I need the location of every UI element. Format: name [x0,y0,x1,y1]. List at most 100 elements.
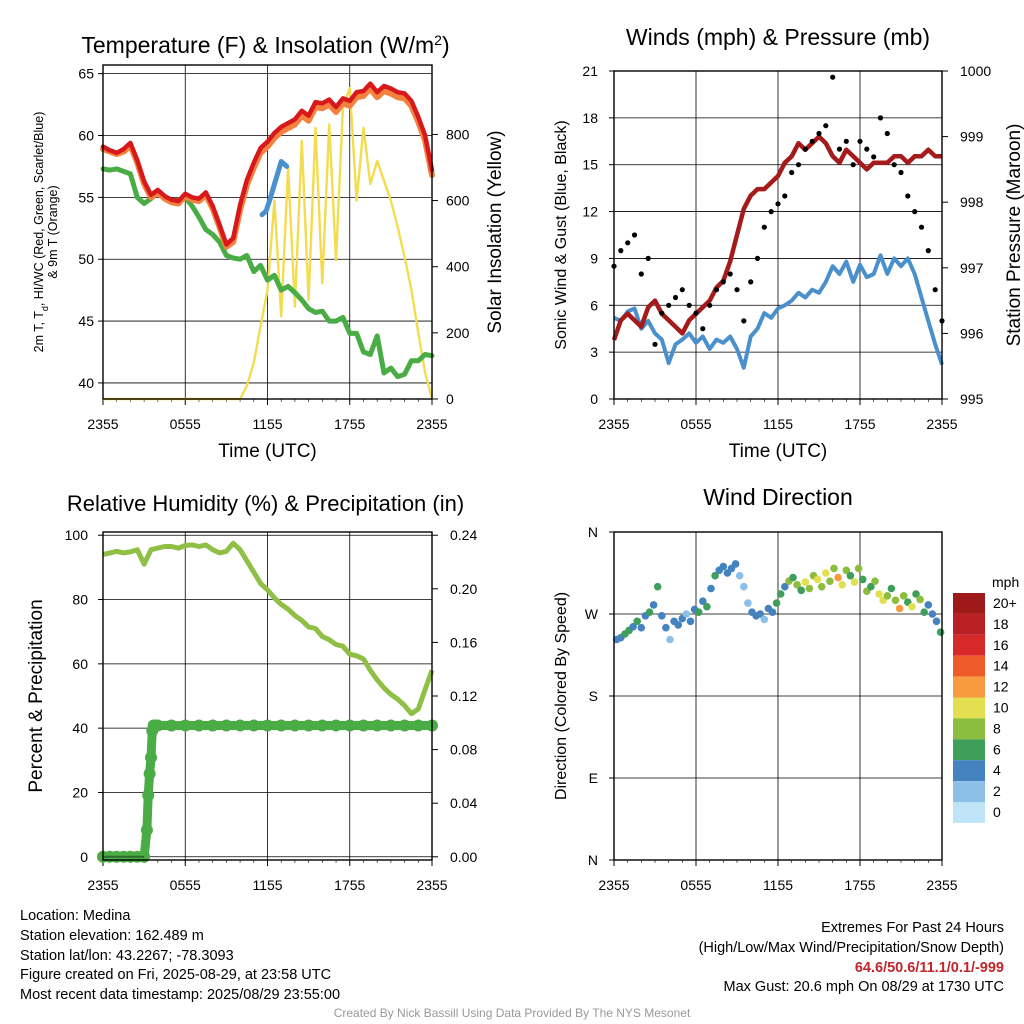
wind-axes: 0 3 6 9 12 15 18 21 995 996 997 998 999 1000 [582,63,991,407]
legend-label: 6 [993,741,1001,757]
station-elevation: Station elevation: 162.489 m [20,927,204,944]
gust-point [638,271,644,277]
series-line-station-pressure [611,134,942,341]
direction-plot-border [613,531,943,861]
direction-point [772,599,781,607]
y-right-tick-label: 999 [960,129,984,145]
y-right-tick-label: 0 [446,391,454,407]
direction-point [682,610,691,618]
y-right-tick-label: 998 [960,194,984,210]
y-tick-label: E [589,770,598,786]
y-tick-label: 55 [78,189,94,205]
insolation-ylabel: Solar Insolation (Yellow) [485,130,506,333]
direction-point [817,582,826,591]
precipitation-point [343,719,356,732]
direction-point [871,577,879,585]
precipitation-point [179,719,192,732]
y-tick-label: 18 [582,110,598,126]
y-tick-label: 12 [582,204,598,220]
precipitation-point [145,751,157,764]
x-tick-label: 2355 [598,416,629,432]
gust-point [864,146,870,152]
humidity-title: Relative Humidity (%) & Precipitation (i… [67,491,464,516]
gust-point [618,248,624,254]
x-tick-label: 0555 [170,416,201,432]
direction-point [867,582,875,591]
station-info: Location: Medina Station elevation: 162.… [20,907,340,1006]
gust-point [843,138,849,144]
plot-2-frame: 2355 0555 1155 1755 2355 [598,70,958,432]
gust-point [700,326,706,332]
gust-point [652,341,658,347]
direction-point [822,569,830,577]
extremes-title: Extremes For Past 24 Hours [821,920,1004,936]
direction-point [887,584,896,593]
precipitation-point [220,719,233,732]
y-right-tick-label: 0.08 [450,742,477,758]
direction-point [686,617,695,626]
direction-point [936,628,945,636]
direction-point [653,582,662,591]
gust-point [748,279,754,285]
y-tick-label: 45 [78,313,94,329]
y-tick-label: 6 [590,297,598,313]
precipitation-point [206,719,219,732]
legend-title: mph [992,574,1019,590]
gust-point [830,74,836,80]
direction-point [768,608,777,616]
direction-point [928,610,937,618]
direction-point [694,608,703,616]
precipitation-point [193,719,205,732]
gust-point [905,193,911,199]
y-tick-label: W [585,606,599,622]
legend-swatch [953,739,985,761]
direction-title: Wind Direction [703,484,853,510]
y-tick-label: 50 [78,251,94,267]
precipitation-point [142,789,155,802]
gust-points [611,74,945,347]
direction-point [875,590,883,598]
x-tick-label: 2355 [926,416,957,432]
temperature-title: Temperature (F) & Insolation (W/m2) [81,32,449,58]
figure-created: Figure created on Fri, 2025-08-29, at 23… [20,967,332,984]
gust-point [686,302,692,308]
direction-point [846,571,855,580]
x-tick-label: 0555 [680,877,711,893]
y-tick-label: 65 [78,66,94,82]
legend-swatch [953,655,985,677]
direction-point [797,586,805,595]
extremes-panel: Extremes For Past 24 Hours (High/Low/Max… [699,919,1004,998]
legend-swatch [953,697,985,719]
x-tick-label: 1155 [252,416,282,432]
y-right-tick-label: 1000 [960,63,991,79]
y-tick-label: 60 [78,128,94,144]
precipitation-point [302,719,315,732]
temperature-plot-border [102,64,433,400]
precipitation-point [330,719,342,732]
direction-point [912,590,920,598]
gust-point [713,287,720,293]
humidity-plot-border [102,531,433,861]
gust-point [625,240,631,246]
gust-point [789,169,795,176]
gust-point [782,193,788,199]
gust-point [666,302,672,308]
direction-point [854,564,863,573]
direction-point [731,560,740,568]
gust-point [932,287,938,293]
gust-point [850,162,856,168]
gust-point [761,224,767,230]
gust-point [707,302,713,308]
legend-swatch [953,718,985,740]
precipitation-point [140,824,153,836]
wind-plot-border [613,70,943,400]
y-tick-label: 0 [590,391,598,407]
gust-point [912,209,918,215]
plot-4-frame: 2355 0555 1155 1755 2355 [598,531,958,893]
gust-point [720,279,726,285]
direction-point [891,596,900,605]
direction-point [707,584,715,593]
station-location: Location: Medina [20,908,131,924]
direction-points [612,560,945,644]
